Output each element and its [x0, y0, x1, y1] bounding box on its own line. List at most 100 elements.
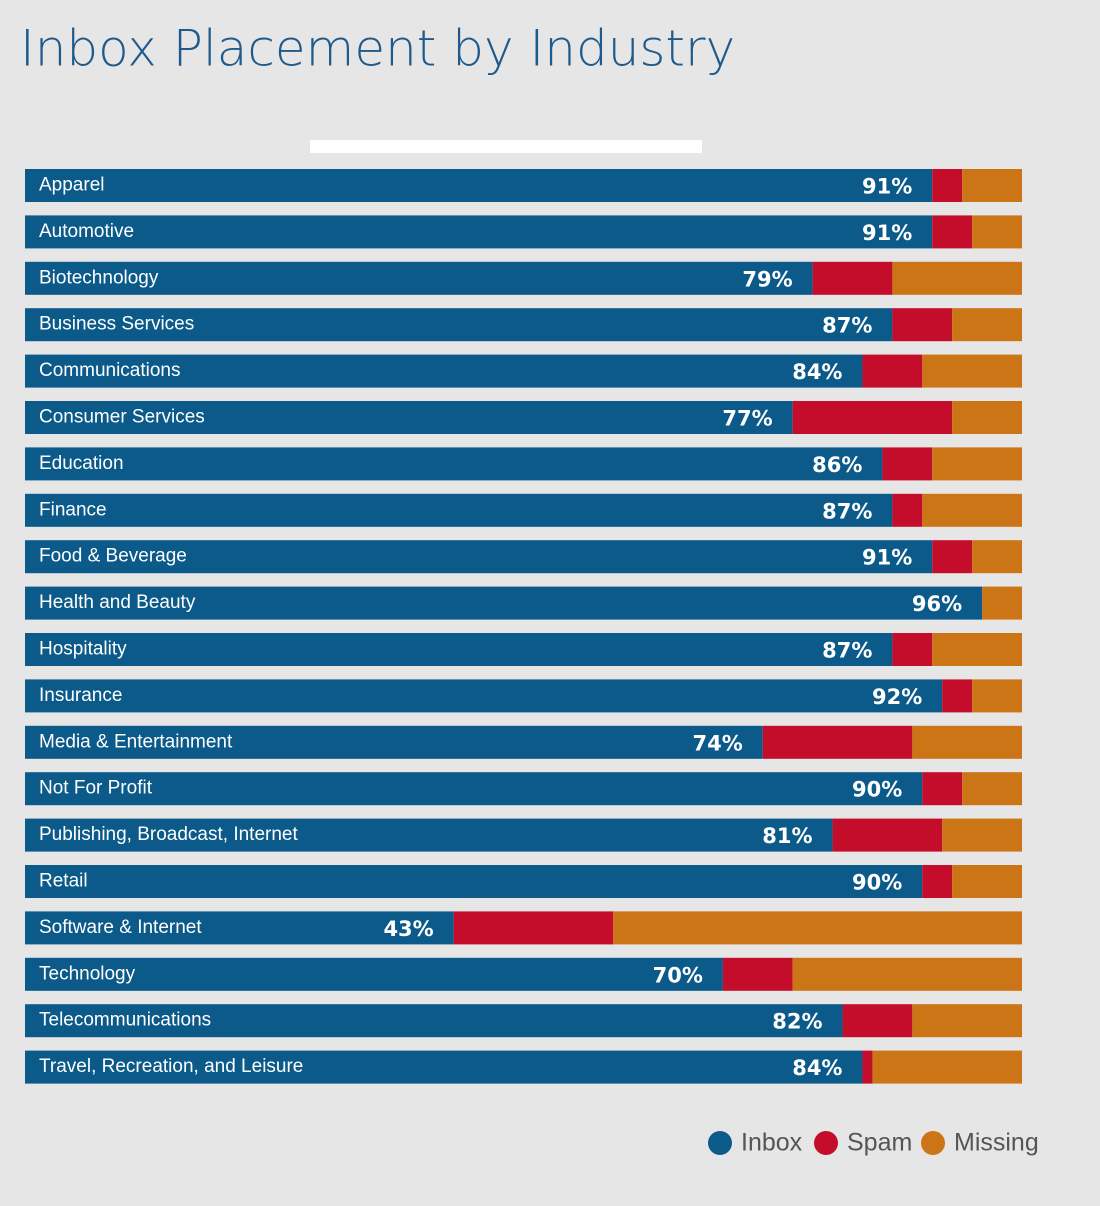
bar-segment [25, 911, 454, 945]
bar-segment [922, 772, 963, 806]
bar-segment [25, 725, 763, 759]
bar-segment [892, 633, 933, 666]
bar-segment [952, 401, 1022, 434]
category-label: Technology [39, 963, 136, 984]
data-label: 87% [822, 499, 872, 523]
bar-segment [25, 354, 863, 388]
bar-segment [912, 1004, 1022, 1038]
category-label: Insurance [39, 685, 122, 706]
legend-swatch [708, 1131, 732, 1155]
bar-segment [832, 818, 943, 852]
data-label: 81% [762, 824, 812, 848]
bar-segment [25, 865, 923, 898]
bar-segment [613, 911, 1022, 945]
bar-segment [722, 957, 793, 991]
data-label: 87% [822, 314, 872, 338]
bar-segment [792, 401, 953, 434]
category-label: Telecommunications [39, 1010, 211, 1031]
bar-segment [922, 354, 1022, 388]
bar-segment [932, 215, 973, 249]
bar-segment [25, 261, 813, 295]
category-label: Consumer Services [39, 407, 205, 428]
bar-segment [932, 633, 1022, 666]
bar-segment [25, 308, 893, 342]
bar-segment [25, 633, 893, 666]
bar-segment [25, 957, 723, 991]
bar-segment [932, 540, 973, 574]
category-label: Travel, Recreation, and Leisure [39, 1056, 303, 1077]
bar-segment [952, 865, 1022, 898]
bar-segment [952, 308, 1022, 342]
bar-segment [25, 401, 793, 434]
bar-segment [862, 354, 923, 388]
data-label: 90% [852, 778, 902, 802]
bar-segment [932, 169, 963, 202]
data-label: 79% [742, 267, 792, 291]
bar-segment [25, 1050, 863, 1084]
category-label: Education [39, 453, 124, 474]
bar-segment [453, 911, 614, 945]
bar-segment [892, 308, 953, 342]
category-label: Biotechnology [39, 267, 159, 288]
bar-segment [972, 540, 1022, 574]
bar-segment [922, 493, 1022, 527]
bar-segment [922, 865, 953, 898]
category-label: Hospitality [39, 639, 127, 660]
bar-segment [25, 772, 923, 806]
category-label: Automotive [39, 221, 134, 242]
legend-swatch [814, 1131, 838, 1155]
data-label: 84% [792, 360, 842, 384]
category-label: Communications [39, 360, 181, 381]
bar-segment [25, 169, 933, 202]
bar-segment [932, 447, 1022, 481]
data-label: 86% [812, 453, 862, 477]
category-label: Software & Internet [39, 917, 202, 938]
legend-label: Missing [954, 1129, 1039, 1157]
legend-label: Inbox [741, 1129, 803, 1157]
category-label: Apparel [39, 175, 105, 196]
bar-segment [912, 725, 1022, 759]
data-label: 43% [383, 917, 433, 941]
data-label: 82% [772, 1010, 822, 1034]
data-label: 90% [852, 871, 902, 895]
bar-segment [942, 818, 1022, 852]
bar-segment [25, 447, 883, 481]
category-label: Publishing, Broadcast, Internet [39, 824, 298, 845]
bar-segment [762, 725, 913, 759]
bar-segment [972, 679, 1022, 713]
data-label: 92% [872, 685, 922, 709]
data-label: 70% [653, 963, 703, 987]
bar-segment [982, 586, 1022, 620]
data-label: 74% [693, 731, 743, 755]
bar-segment [25, 586, 983, 620]
bar-segment [792, 957, 1022, 991]
bar-segment [25, 493, 893, 527]
category-label: Food & Beverage [39, 546, 187, 567]
data-label: 91% [862, 546, 912, 570]
bar-segment [892, 261, 1022, 295]
bar-segment [25, 1004, 843, 1038]
bar-segment [962, 169, 1022, 202]
bar-segment [25, 215, 933, 249]
legend-label: Spam [847, 1129, 912, 1157]
legend-swatch [921, 1131, 945, 1155]
category-label: Not For Profit [39, 778, 153, 799]
data-label: 91% [862, 175, 912, 199]
bar-segment [862, 1050, 873, 1084]
bar-segment [25, 679, 943, 713]
category-label: Business Services [39, 314, 194, 335]
data-label: 77% [722, 407, 772, 431]
bar-segment [942, 679, 973, 713]
category-label: Retail [39, 871, 88, 892]
category-label: Media & Entertainment [39, 731, 233, 752]
data-label: 87% [822, 639, 872, 663]
bar-segment [842, 1004, 913, 1038]
data-label: 91% [862, 221, 912, 245]
bar-segment [962, 772, 1022, 806]
decoration [310, 140, 702, 153]
category-label: Finance [39, 499, 107, 520]
bar-segment [872, 1050, 1022, 1084]
data-label: 84% [792, 1056, 842, 1080]
bar-segment [25, 540, 933, 574]
